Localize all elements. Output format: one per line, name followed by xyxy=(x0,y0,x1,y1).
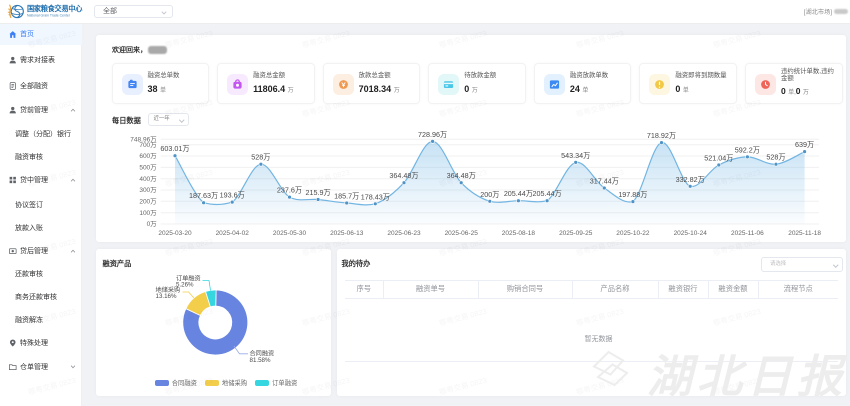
svg-text:728.96万: 728.96万 xyxy=(418,130,447,139)
svg-text:700万: 700万 xyxy=(139,141,157,149)
svg-text:237.6万: 237.6万 xyxy=(276,186,301,195)
svg-text:400万: 400万 xyxy=(139,175,157,183)
svg-text:603.01万: 603.01万 xyxy=(160,144,189,153)
svg-text:2025-10-22: 2025-10-22 xyxy=(616,230,650,237)
svg-text:639万: 639万 xyxy=(795,140,814,149)
svg-text:2025-08-18: 2025-08-18 xyxy=(501,230,535,237)
svg-text:205.44万: 205.44万 xyxy=(503,189,532,198)
svg-text:718.92万: 718.92万 xyxy=(646,131,675,140)
svg-text:528万: 528万 xyxy=(251,153,270,162)
svg-text:5.26%: 5.26% xyxy=(176,281,194,288)
svg-text:13.16%: 13.16% xyxy=(155,293,176,300)
svg-text:187.63万: 187.63万 xyxy=(189,191,218,200)
svg-text:2025-10-24: 2025-10-24 xyxy=(673,230,707,237)
svg-text:81.58%: 81.58% xyxy=(249,357,270,364)
svg-text:500万: 500万 xyxy=(139,164,157,172)
svg-text:543.34万: 543.34万 xyxy=(561,151,590,160)
svg-text:2025-11-18: 2025-11-18 xyxy=(788,230,821,237)
svg-text:364.48万: 364.48万 xyxy=(446,171,475,180)
svg-text:2025-06-13: 2025-06-13 xyxy=(330,230,364,237)
svg-text:193.6万: 193.6万 xyxy=(219,191,244,200)
svg-text:205.44万: 205.44万 xyxy=(532,189,561,198)
svg-text:订单融资: 订单融资 xyxy=(176,274,201,282)
svg-text:748.96万: 748.96万 xyxy=(130,135,157,143)
svg-text:100万: 100万 xyxy=(139,209,157,217)
svg-text:2025-06-25: 2025-06-25 xyxy=(444,230,478,237)
svg-text:0万: 0万 xyxy=(146,220,157,228)
svg-text:332.82万: 332.82万 xyxy=(675,175,704,184)
svg-text:2025-06-23: 2025-06-23 xyxy=(387,230,421,237)
svg-text:197.88万: 197.88万 xyxy=(618,190,647,199)
svg-text:317.44万: 317.44万 xyxy=(589,177,618,186)
svg-text:300万: 300万 xyxy=(139,186,157,194)
svg-text:185.7万: 185.7万 xyxy=(334,192,359,201)
svg-text:2025-09-25: 2025-09-25 xyxy=(559,230,593,237)
svg-text:合同融资: 合同融资 xyxy=(249,349,274,357)
svg-text:2025-03-20: 2025-03-20 xyxy=(158,230,192,237)
svg-text:地储采购: 地储采购 xyxy=(155,285,180,293)
svg-text:2025-05-30: 2025-05-30 xyxy=(272,230,306,237)
svg-text:2025-04-02: 2025-04-02 xyxy=(215,230,249,237)
svg-text:215.9万: 215.9万 xyxy=(305,188,330,197)
svg-text:364.48万: 364.48万 xyxy=(389,171,418,180)
svg-text:178.43万: 178.43万 xyxy=(360,192,389,201)
svg-text:600万: 600万 xyxy=(139,152,157,160)
svg-text:521.04万: 521.04万 xyxy=(704,154,733,163)
svg-text:528万: 528万 xyxy=(766,153,785,162)
svg-text:200万: 200万 xyxy=(480,190,499,199)
svg-text:200万: 200万 xyxy=(139,198,157,206)
svg-text:592.2万: 592.2万 xyxy=(734,145,759,154)
svg-text:2025-11-06: 2025-11-06 xyxy=(731,230,764,237)
